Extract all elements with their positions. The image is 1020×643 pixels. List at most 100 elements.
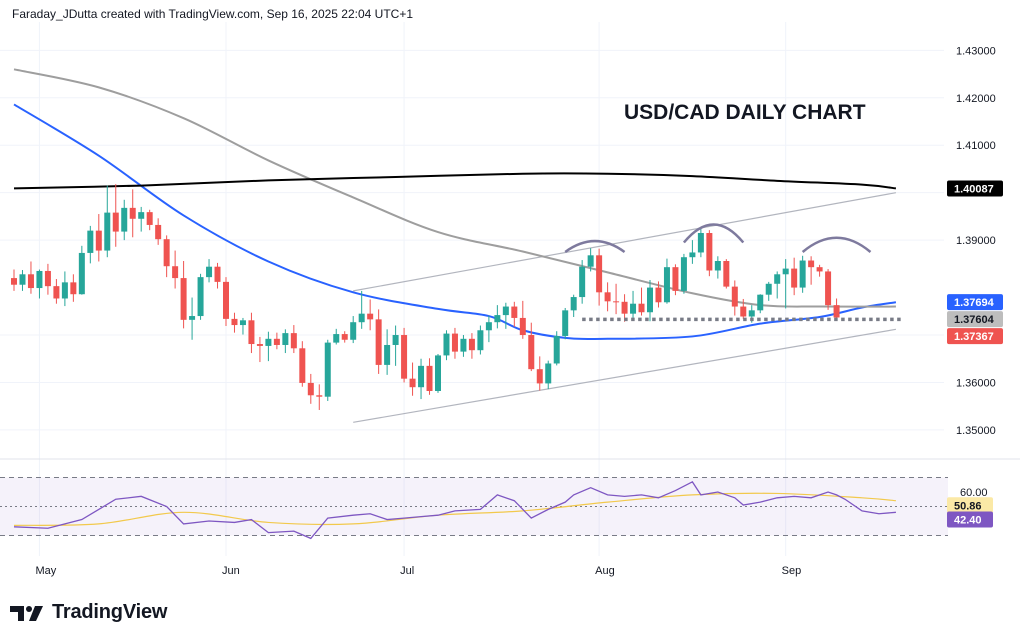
candle	[350, 316, 357, 344]
rsi-lines	[13, 481, 896, 540]
channel-lower-line	[353, 328, 897, 423]
tradingview-logo-text: TradingView	[52, 601, 168, 623]
candle-body	[528, 335, 535, 370]
time-tick-label: Sep	[782, 565, 802, 577]
time-axis: May Jun Jul Aug Sep	[35, 565, 801, 577]
candle	[155, 218, 162, 245]
candle-body	[663, 267, 670, 303]
price-tag-ma20-bg	[947, 294, 1003, 311]
candle	[562, 307, 569, 340]
candle	[740, 298, 747, 319]
price-tag-ma200-text: 1.40087	[954, 184, 994, 196]
candle	[765, 281, 772, 301]
candle	[375, 309, 382, 374]
price-tag-ma200: 1.40087	[947, 180, 1003, 197]
rsi-ma-tag: 50.86	[947, 497, 993, 514]
price-tag-last: 1.37367	[947, 328, 1003, 345]
candle	[27, 261, 34, 294]
candle-body	[825, 271, 832, 306]
candle	[384, 329, 391, 375]
time-tick-label: Jun	[222, 565, 240, 577]
candle-body	[121, 207, 128, 232]
candle-body	[435, 355, 441, 392]
candle-body	[579, 266, 586, 298]
candle-body	[231, 318, 238, 326]
candle-body	[214, 266, 221, 282]
candle	[104, 185, 111, 258]
price-tick-label: 1.41000	[956, 140, 996, 152]
candle	[409, 362, 416, 396]
candle	[61, 271, 68, 307]
price-chart[interactable]: 1.430001.420001.410001.400001.390001.370…	[0, 0, 1020, 600]
candle	[443, 330, 450, 361]
tradingview-logo-icon	[10, 605, 43, 621]
candle-body	[401, 335, 408, 379]
candle	[604, 282, 611, 312]
channel-lines	[353, 192, 897, 423]
candle-body	[87, 230, 94, 253]
candle	[468, 333, 475, 359]
price-tick-label: 1.39000	[956, 235, 996, 247]
channel-upper-line	[353, 192, 897, 292]
candle-body	[256, 344, 263, 346]
ma-line-ma-20	[13, 103, 897, 340]
candle-body	[239, 320, 246, 326]
candle-body	[485, 322, 492, 331]
candle-body	[375, 319, 382, 365]
price-tick-label: 1.35000	[956, 425, 996, 437]
candle	[460, 335, 467, 357]
candle	[426, 358, 433, 395]
candle-body	[299, 348, 306, 383]
candle	[774, 271, 781, 299]
candle	[392, 325, 399, 366]
candle-body	[468, 338, 475, 351]
candle	[519, 300, 526, 339]
candle	[341, 331, 348, 343]
candle-body	[502, 306, 509, 316]
candle-body	[350, 322, 357, 340]
candle-body	[146, 212, 153, 225]
candle	[163, 235, 170, 278]
candle-body	[248, 320, 255, 345]
pattern-arc	[682, 223, 745, 244]
price-tag-ma50-bg	[947, 311, 1003, 328]
price-tag-ma20-text: 1.37694	[954, 297, 995, 309]
candle-body	[638, 303, 645, 313]
candle	[791, 257, 798, 296]
candle	[655, 281, 662, 308]
candle-body	[316, 395, 323, 397]
candle	[494, 305, 501, 329]
candle-body	[731, 286, 738, 307]
candle-body	[570, 297, 577, 311]
candle	[663, 258, 670, 304]
candle	[95, 214, 102, 262]
candle	[129, 189, 136, 238]
candle	[231, 312, 238, 333]
candle-body	[545, 363, 552, 384]
candle-body	[697, 233, 704, 253]
candle-body	[61, 282, 68, 299]
candle-body	[78, 252, 85, 295]
candle-body	[197, 277, 204, 317]
candle-body	[358, 313, 365, 323]
candle-body	[655, 287, 662, 303]
candle	[757, 294, 764, 314]
candle-body	[604, 292, 611, 302]
candle-body	[596, 255, 603, 293]
candle-body	[443, 333, 450, 356]
ma-line-ma-200	[13, 172, 897, 190]
chart-title: USD/CAD DAILY CHART	[624, 101, 866, 124]
candle	[44, 263, 51, 295]
candle-body	[341, 334, 348, 340]
candle	[731, 280, 738, 316]
tradingview-logo[interactable]: TradingView	[10, 601, 167, 624]
time-tick-label: May	[35, 565, 56, 577]
candle	[87, 225, 94, 264]
candle-body	[808, 260, 815, 268]
candle-body	[307, 382, 314, 396]
candle-body	[494, 315, 501, 323]
candle	[451, 327, 458, 359]
candle	[223, 277, 229, 327]
candle	[36, 269, 43, 299]
price-tag-ma50-text: 1.37604	[954, 314, 995, 326]
